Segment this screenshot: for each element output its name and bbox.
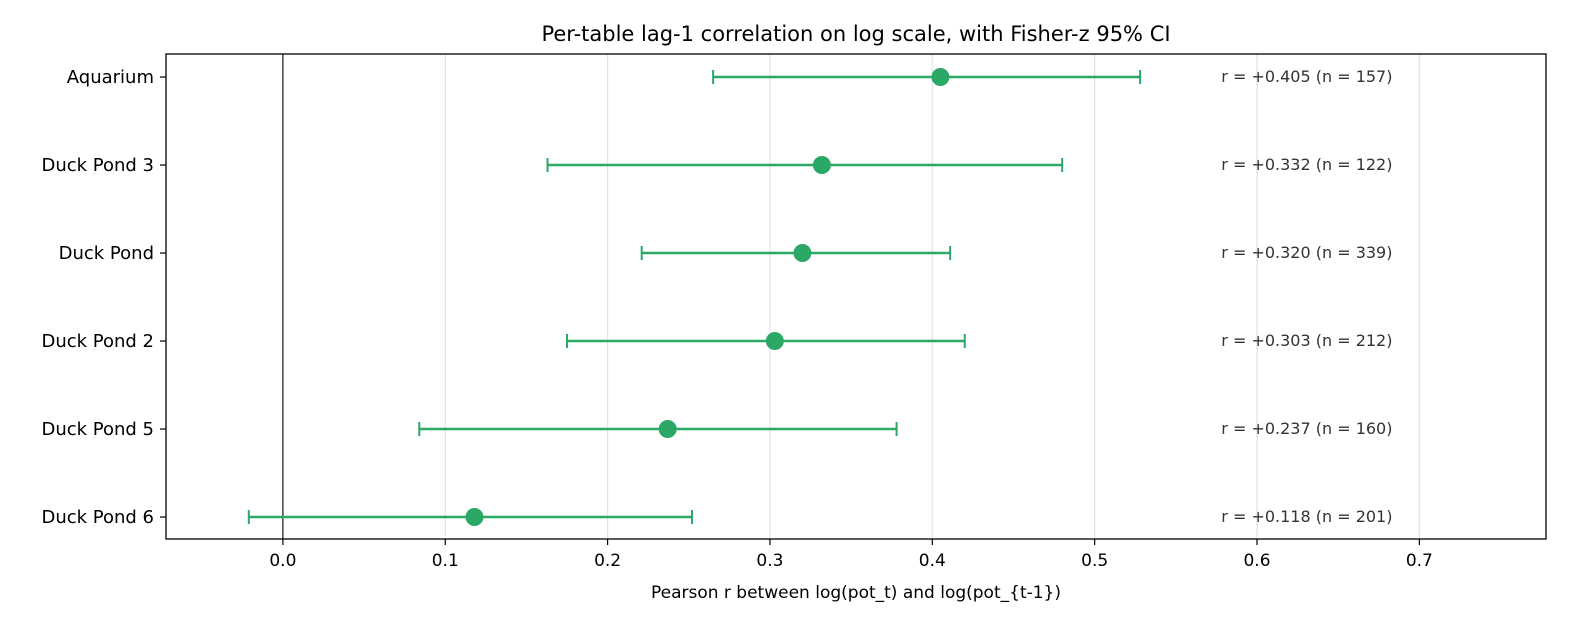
- chart-title: Per-table lag-1 correlation on log scale…: [541, 22, 1170, 46]
- labels-layer: 0.0 0.1 0.2 0.3 0.4 0.5 0.6 0.7 Aquarium r = +0.4…: [41, 67, 1432, 571]
- x-tick-label: 0.1: [432, 551, 459, 571]
- point-estimate: [658, 420, 677, 438]
- y-category-label: Duck Pond 6: [41, 507, 154, 528]
- x-axis-label: Pearson r between log(pot_t) and log(pot…: [651, 583, 1061, 603]
- point-annotation: r = +0.118 (n = 201): [1221, 507, 1392, 526]
- x-tick-label: 0.4: [919, 551, 946, 571]
- y-category-label: Aquarium: [67, 67, 154, 88]
- marks-layer: [247, 68, 1142, 526]
- x-tick-label: 0.7: [1406, 551, 1433, 571]
- y-category-label: Duck Pond 5: [41, 419, 154, 440]
- x-tick-label: 0.6: [1243, 551, 1270, 571]
- point-estimate: [765, 332, 784, 350]
- point-annotation: r = +0.405 (n = 157): [1221, 67, 1392, 86]
- point-annotation: r = +0.237 (n = 160): [1221, 419, 1392, 438]
- y-category-label: Duck Pond 3: [41, 155, 154, 176]
- x-tick-label: 0.2: [594, 551, 621, 571]
- x-tick-label: 0.5: [1081, 551, 1108, 571]
- point-estimate: [465, 508, 484, 526]
- point-estimate: [812, 156, 831, 174]
- point-annotation: r = +0.303 (n = 212): [1221, 331, 1392, 350]
- y-category-label: Duck Pond 2: [41, 331, 154, 352]
- point-estimate: [931, 68, 950, 86]
- x-tick-label: 0.3: [756, 551, 783, 571]
- point-estimate: [793, 244, 812, 262]
- point-annotation: r = +0.332 (n = 122): [1221, 155, 1392, 174]
- point-annotation: r = +0.320 (n = 339): [1221, 243, 1392, 262]
- plot-frame: [165, 53, 1547, 540]
- grid-layer: [444, 54, 1420, 539]
- x-tick-label: 0.0: [269, 551, 296, 571]
- y-category-label: Duck Pond: [59, 243, 154, 264]
